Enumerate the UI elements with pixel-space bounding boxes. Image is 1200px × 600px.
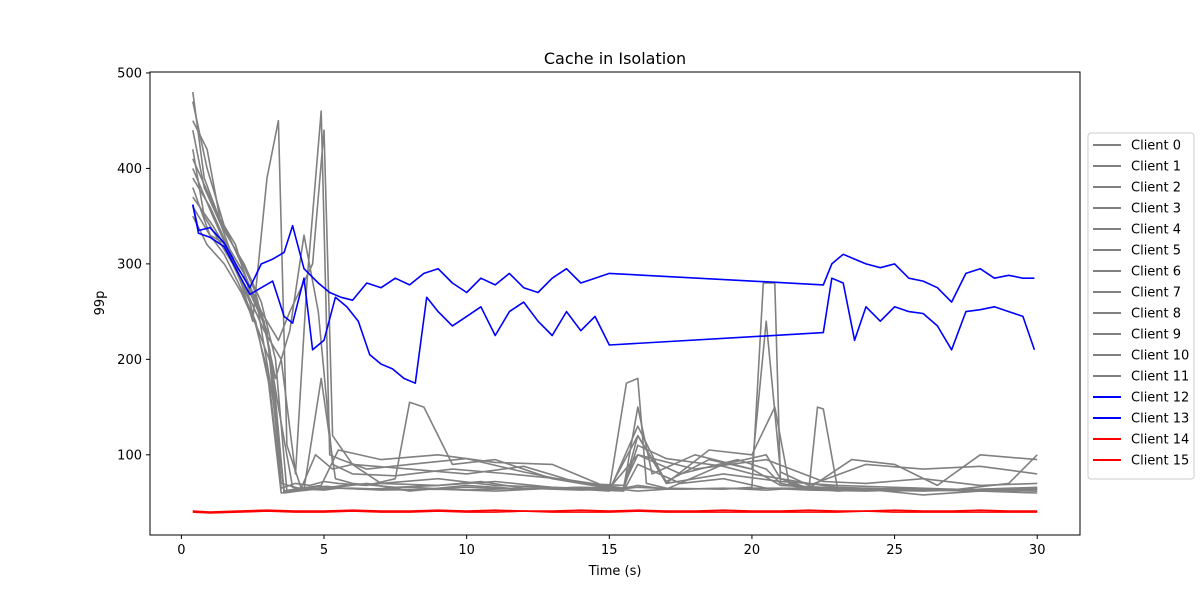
series-line-client-14 bbox=[192, 509, 1038, 513]
series-line-client-11 bbox=[192, 130, 1038, 494]
x-tick-label: 0 bbox=[177, 543, 185, 558]
legend-label-client-1: Client 1 bbox=[1131, 160, 1181, 175]
plot-lines bbox=[192, 91, 1038, 514]
x-tick-label: 30 bbox=[1029, 543, 1046, 558]
legend-label-client-0: Client 0 bbox=[1131, 139, 1181, 154]
series-line-client-13 bbox=[192, 204, 1036, 385]
x-axis: 0 5 10 15 20 25 30 bbox=[177, 535, 1045, 558]
legend-label-client-11: Client 11 bbox=[1131, 370, 1189, 385]
legend-label-client-3: Client 3 bbox=[1131, 202, 1181, 217]
legend-box bbox=[1087, 132, 1195, 480]
y-tick-label: 200 bbox=[117, 353, 142, 368]
legend-label-client-4: Client 4 bbox=[1131, 223, 1181, 238]
series-line-client-8 bbox=[192, 215, 1038, 494]
plot-frame bbox=[149, 71, 1081, 536]
x-axis-label: Time (s) bbox=[588, 564, 642, 579]
x-tick-label: 25 bbox=[886, 543, 903, 558]
chart-title: Cache in Isolation bbox=[544, 49, 686, 68]
legend-label-client-12: Client 12 bbox=[1131, 391, 1189, 406]
series-line-client-5 bbox=[192, 110, 1038, 492]
y-tick-label: 100 bbox=[117, 448, 142, 463]
series-line-client-12 bbox=[192, 204, 1035, 303]
y-tick-label: 400 bbox=[117, 162, 142, 177]
series-line-client-10 bbox=[192, 196, 1038, 492]
legend-label-client-6: Client 6 bbox=[1131, 265, 1181, 280]
y-axis: 100 200 300 400 500 bbox=[117, 66, 150, 463]
x-tick-label: 15 bbox=[601, 543, 618, 558]
legend-label-client-2: Client 2 bbox=[1131, 181, 1181, 196]
legend-label-client-7: Client 7 bbox=[1131, 286, 1181, 301]
legend-label-client-13: Client 13 bbox=[1131, 412, 1189, 427]
legend-label-client-8: Client 8 bbox=[1131, 307, 1181, 322]
x-tick-label: 10 bbox=[458, 543, 475, 558]
y-tick-label: 500 bbox=[117, 66, 142, 81]
legend-label-client-14: Client 14 bbox=[1131, 433, 1189, 448]
legend-label-client-15: Client 15 bbox=[1131, 454, 1189, 469]
y-axis-label: 99p bbox=[93, 291, 108, 316]
legend-label-client-9: Client 9 bbox=[1131, 328, 1181, 343]
legend-label-client-10: Client 10 bbox=[1131, 349, 1189, 364]
x-tick-label: 20 bbox=[744, 543, 761, 558]
y-tick-label: 300 bbox=[117, 257, 142, 272]
legend: Client 0 Client 1 Client 2 Client 3 Client 4… bbox=[1087, 132, 1195, 480]
legend-label-client-5: Client 5 bbox=[1131, 244, 1181, 259]
series-line-client-15 bbox=[192, 510, 1038, 514]
x-tick-label: 5 bbox=[320, 543, 328, 558]
